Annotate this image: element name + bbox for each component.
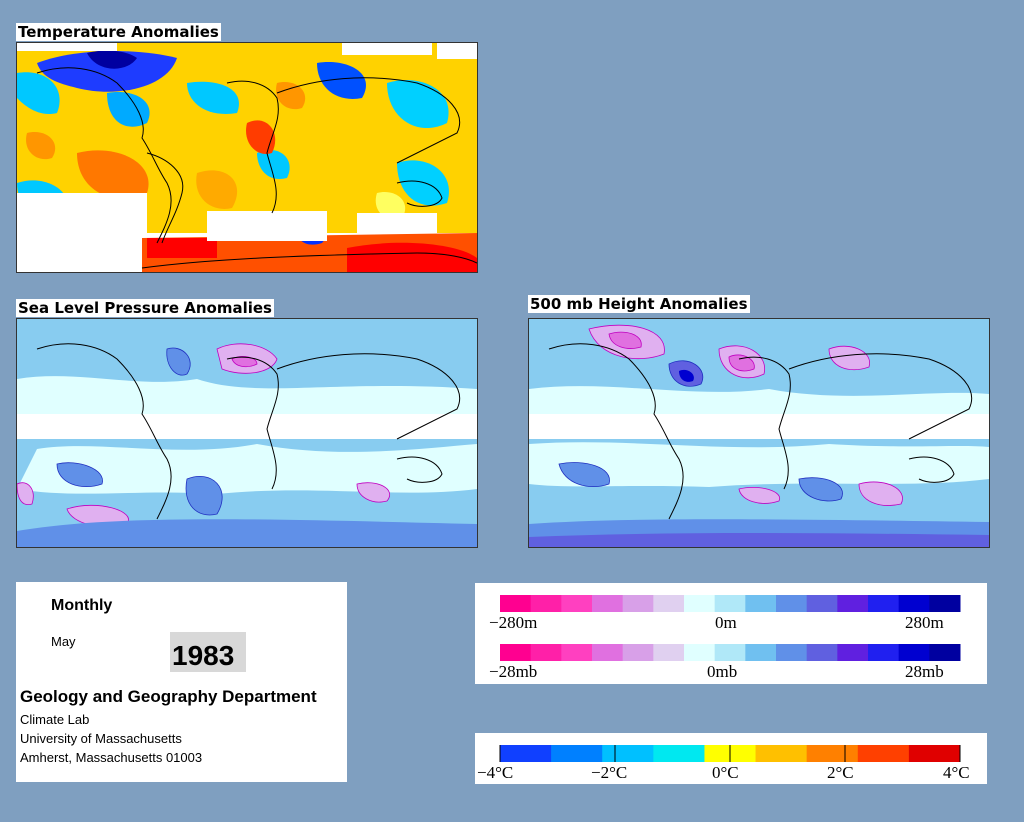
height-legend-swatch	[530, 595, 562, 612]
pressure-legend-mid: 0mb	[707, 662, 737, 681]
pressure-legend-swatch	[592, 644, 624, 661]
height-legend-swatch	[714, 595, 746, 612]
temperature-legend-swatch	[551, 745, 603, 762]
temp-legend-label-4: 4°C	[943, 763, 970, 782]
temperature-legend-swatch	[857, 745, 910, 762]
pressure-legend-swatch	[714, 644, 746, 661]
period-label: Monthly	[51, 597, 113, 614]
height-color-bar	[500, 595, 961, 612]
anomaly-legend: −280m 0m 280m −28mb 0mb 28mb	[475, 583, 987, 684]
height-legend-swatch	[592, 595, 624, 612]
info-panel: Monthly May 1983 Geology and Geography D…	[16, 582, 347, 782]
pressure-legend-min: −28mb	[489, 662, 537, 681]
pressure-legend-swatch	[561, 644, 593, 661]
month-label: May	[51, 634, 76, 649]
pressure-color-bar	[500, 644, 961, 661]
address: Amherst, Massachusetts 01003	[20, 750, 203, 765]
pressure-legend-swatch	[500, 644, 532, 661]
height-legend-swatch	[561, 595, 593, 612]
temperature-legend-swatch	[806, 745, 859, 762]
pressure-legend-swatch	[530, 644, 562, 661]
temp-legend-label-3: 2°C	[827, 763, 854, 782]
height-legend-mid: 0m	[715, 613, 737, 632]
height-legend-min: −280m	[489, 613, 537, 632]
temp-legend-label-1: −2°C	[591, 763, 627, 782]
pressure-legend-swatch	[868, 644, 900, 661]
temperature-legend-swatch	[755, 745, 808, 762]
slp-map-title: Sea Level Pressure Anomalies	[16, 299, 274, 317]
height-legend-swatch	[929, 595, 961, 612]
pressure-legend-swatch	[837, 644, 869, 661]
year-box	[170, 632, 246, 672]
height-legend-max: 280m	[905, 613, 944, 632]
department-name: Geology and Geography Department	[20, 687, 317, 706]
height-anomaly-map	[528, 318, 990, 548]
height-legend-swatch	[653, 595, 685, 612]
height-legend-swatch	[684, 595, 716, 612]
pressure-legend-swatch	[622, 644, 654, 661]
pressure-legend-swatch	[898, 644, 930, 661]
temperature-legend-swatch	[653, 745, 705, 762]
year-label: 1983	[172, 640, 235, 671]
height-legend-swatch	[868, 595, 900, 612]
pressure-legend-swatch	[745, 644, 777, 661]
slp-anomaly-map	[16, 318, 478, 548]
temperature-color-bar	[499, 745, 961, 762]
pressure-legend-swatch	[929, 644, 961, 661]
height-map-title: 500 mb Height Anomalies	[528, 295, 750, 313]
temperature-legend: −4°C −2°C 0°C 2°C 4°C	[475, 733, 987, 784]
temperature-anomaly-map	[16, 42, 478, 273]
lab-name: Climate Lab	[20, 712, 90, 727]
pressure-legend-swatch	[806, 644, 838, 661]
height-legend-swatch	[898, 595, 930, 612]
temperature-map-title: Temperature Anomalies	[16, 23, 221, 41]
pressure-legend-max: 28mb	[905, 662, 944, 681]
pressure-legend-swatch	[653, 644, 685, 661]
temperature-legend-swatch	[908, 745, 961, 762]
temperature-legend-swatch	[602, 745, 654, 762]
height-legend-swatch	[500, 595, 532, 612]
height-legend-swatch	[837, 595, 869, 612]
pressure-legend-swatch	[684, 644, 716, 661]
height-legend-swatch	[745, 595, 777, 612]
temp-legend-label-0: −4°C	[477, 763, 513, 782]
university-name: University of Massachusetts	[20, 731, 182, 746]
height-legend-swatch	[776, 595, 808, 612]
height-legend-swatch	[806, 595, 838, 612]
temperature-legend-swatch	[500, 745, 552, 762]
temp-legend-label-2: 0°C	[712, 763, 739, 782]
height-legend-swatch	[622, 595, 654, 612]
pressure-legend-swatch	[776, 644, 808, 661]
